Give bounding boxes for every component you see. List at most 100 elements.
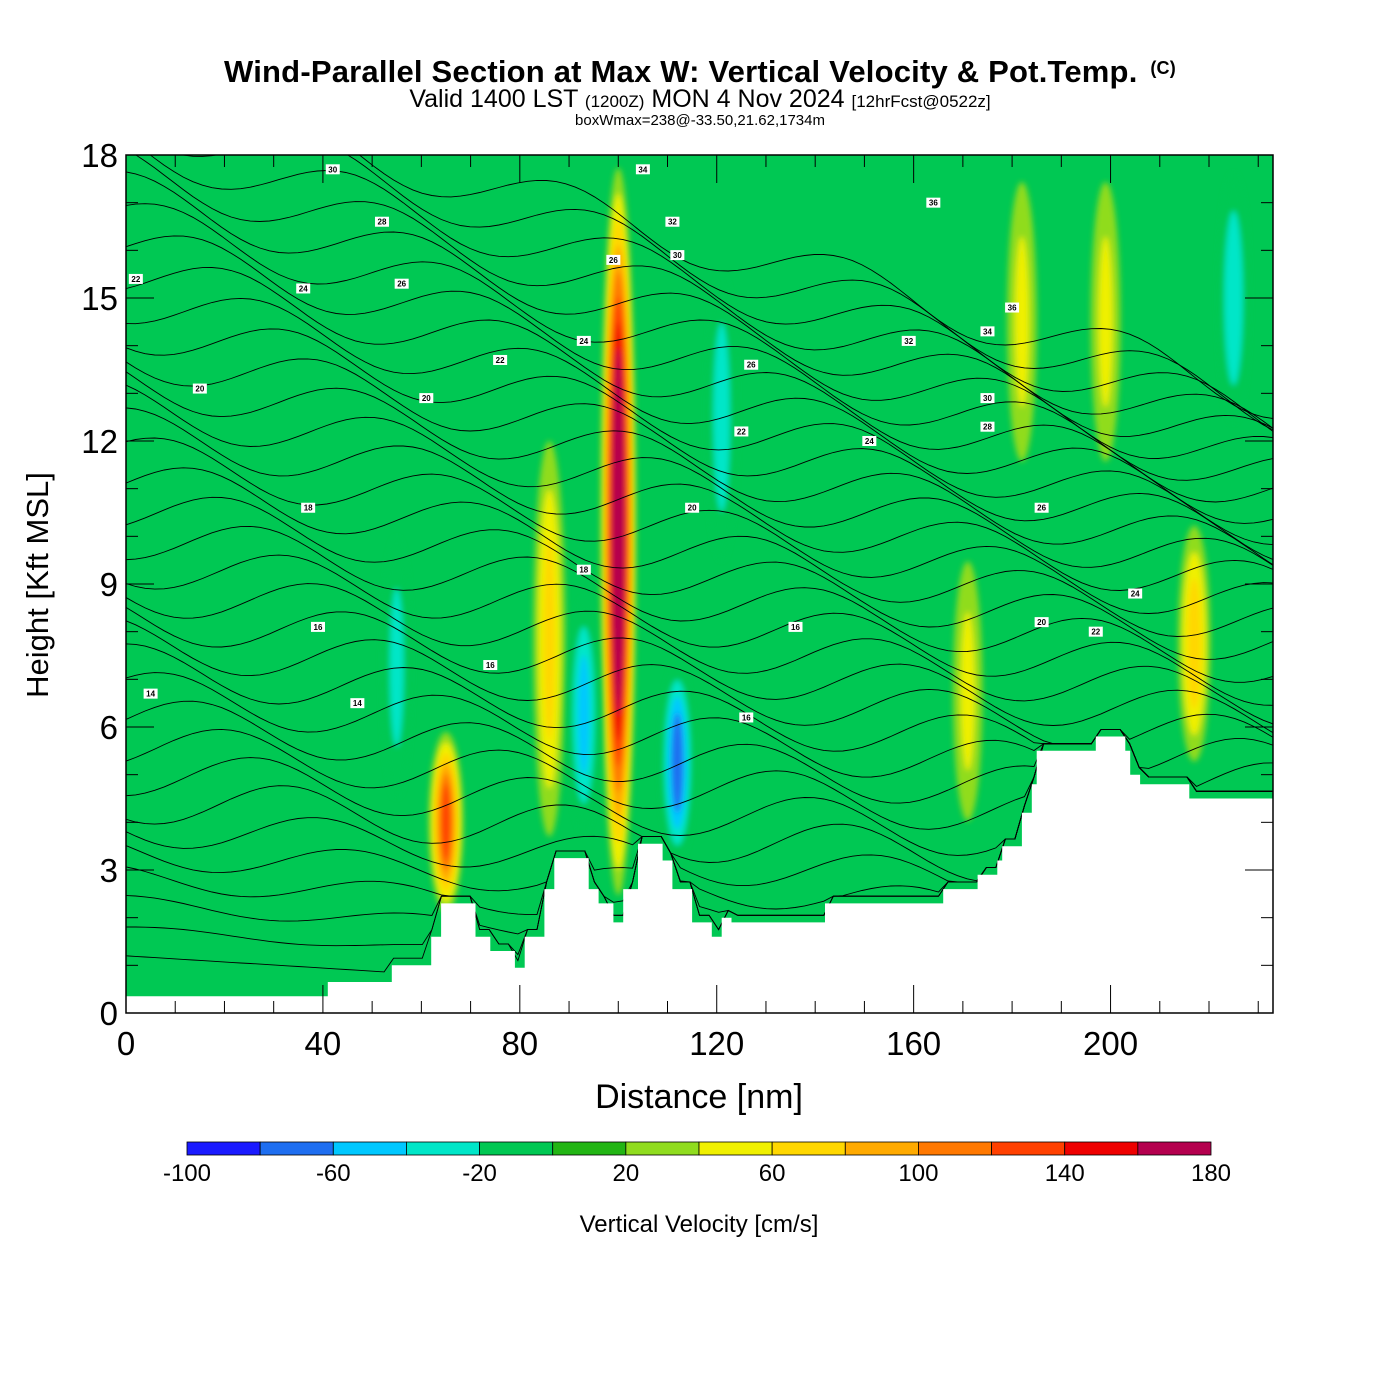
downdraft-column-0 — [567, 598, 600, 832]
w-band — [613, 374, 623, 690]
w-band — [1098, 236, 1113, 408]
theta-label-text: 22 — [737, 427, 746, 436]
theta-label: 30 — [980, 393, 995, 404]
colorbar-swatch — [844, 1141, 919, 1156]
theta-label-text: 36 — [1008, 304, 1017, 313]
y-tick-label: 6 — [100, 709, 118, 746]
valid-prefix: Valid 1400 LST — [409, 85, 578, 113]
theta-label-text: 20 — [688, 504, 697, 513]
theta-label: 26 — [606, 254, 621, 265]
updraft-column-3 — [953, 561, 983, 821]
updraft-column-1 — [533, 441, 566, 837]
w-band — [441, 783, 451, 861]
theta-label-box — [1005, 302, 1020, 313]
theta-label-text: 32 — [668, 218, 677, 227]
theta-label-text: 18 — [579, 566, 588, 575]
theta-label-text: 22 — [1091, 628, 1100, 637]
colorbar-swatch — [698, 1141, 773, 1156]
colorbar-swatch — [991, 1141, 1066, 1156]
theta-contour — [126, 437, 1273, 614]
theta-label: 20 — [1034, 617, 1049, 628]
colorbar: -100 -60 -20 20 60 100 140 180 — [163, 1141, 1231, 1187]
colorbar-tick-label: 140 — [1045, 1160, 1085, 1187]
theta-contour — [126, 267, 1273, 503]
updraft-column-0 — [600, 167, 637, 896]
valid-forecast: [12hrFcst@0522z] — [851, 92, 991, 111]
colorbar-swatch — [1137, 1141, 1212, 1156]
valid-utc: (1200Z) — [584, 92, 645, 111]
copyright-mark: (C) — [1150, 58, 1176, 78]
theta-contour-labels: 22 20 24 30 28 26 20 22 24 26 34 32 30 26 22 20 18 18 16 16… — [128, 164, 1143, 723]
updraft-column-2 — [428, 732, 464, 913]
theta-label-text: 28 — [983, 423, 992, 432]
theta-label: 24 — [1128, 588, 1143, 599]
theta-contour — [126, 384, 1273, 568]
x-axis-label: Distance [nm] — [595, 1078, 803, 1116]
y-tick-label: 12 — [81, 423, 118, 460]
theta-label-box — [606, 254, 621, 265]
updraft-column-4 — [1177, 525, 1211, 762]
colorbar-swatch — [186, 1141, 261, 1156]
theta-label: 14 — [143, 688, 158, 699]
valid-date: MON 4 Nov 2024 — [651, 85, 845, 113]
colorbar-swatch — [332, 1141, 407, 1156]
w-band — [543, 537, 555, 741]
theta-label-box — [493, 354, 508, 365]
theta-label-text: 16 — [791, 623, 800, 632]
title-block: Wind-Parallel Section at Max W: Vertical… — [0, 50, 1400, 128]
theta-label: 24 — [296, 283, 311, 294]
theta-label-text: 34 — [638, 165, 647, 174]
theta-label-box — [350, 698, 365, 709]
theta-label-text: 20 — [1037, 618, 1046, 627]
theta-contour — [126, 583, 1273, 725]
theta-contour — [126, 171, 1273, 437]
theta-label-text: 24 — [865, 437, 874, 446]
w-band — [578, 655, 590, 776]
theta-contour — [126, 467, 1273, 637]
theta-label-text: 16 — [742, 713, 751, 722]
colorbar-tick-label: 100 — [898, 1160, 938, 1187]
y-tick-label: 9 — [100, 566, 118, 603]
theta-label-box — [734, 426, 749, 437]
theta-label-text: 20 — [195, 385, 204, 394]
theta-contour — [126, 297, 1273, 524]
colorbar-swatch — [625, 1141, 700, 1156]
theta-label-text: 24 — [579, 337, 588, 346]
theta-label-box — [419, 393, 434, 404]
theta-label-text: 30 — [328, 165, 337, 174]
theta-label: 30 — [670, 250, 685, 261]
colorbar-tick-label: 60 — [759, 1160, 786, 1187]
theta-label-box — [1034, 502, 1049, 513]
theta-label: 18 — [301, 502, 316, 513]
valid-time-line: Valid 1400 LST (1200Z) MON 4 Nov 2024 [1… — [0, 86, 1400, 115]
theta-label-box — [483, 660, 498, 671]
theta-label: 20 — [685, 502, 700, 513]
theta-contour — [135, 155, 1273, 429]
theta-label-box — [670, 250, 685, 261]
theta-label-text: 24 — [299, 284, 308, 293]
w-band — [960, 611, 975, 771]
colorbar-tick-label: 180 — [1191, 1160, 1231, 1187]
theta-label-text: 16 — [314, 623, 323, 632]
theta-label: 16 — [739, 712, 754, 723]
colorbar-swatch — [479, 1141, 554, 1156]
theta-label-box — [635, 164, 650, 175]
theta-label: 20 — [192, 383, 207, 394]
theta-label: 26 — [744, 359, 759, 370]
w-band — [1224, 210, 1243, 386]
x-tick-label: 200 — [1083, 1025, 1138, 1062]
colorbar-swatch — [771, 1141, 846, 1156]
theta-label-box — [128, 273, 143, 284]
theta-label: 18 — [576, 564, 591, 575]
theta-label: 36 — [1005, 302, 1020, 313]
downdraft-column-2 — [381, 537, 412, 798]
theta-label-box — [296, 283, 311, 294]
theta-label-box — [394, 278, 409, 289]
theta-contour — [126, 554, 1273, 706]
colorbar-swatch — [918, 1141, 992, 1156]
theta-label-box — [1088, 626, 1103, 637]
theta-label-text: 30 — [673, 251, 682, 260]
theta-label: 22 — [1088, 626, 1103, 637]
theta-label-text: 14 — [146, 690, 155, 699]
x-tick-label: 160 — [886, 1025, 941, 1062]
